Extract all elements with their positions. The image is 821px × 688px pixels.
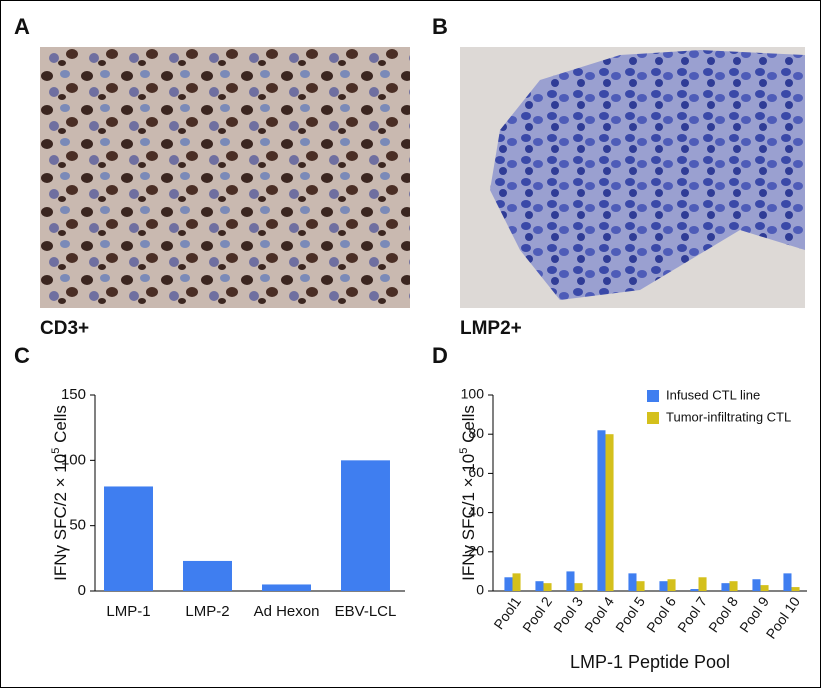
x-tick-label: Ad Hexon [254, 603, 320, 620]
y-tick-label: 0 [476, 582, 484, 598]
y-axis-label-part: Cells [51, 405, 70, 448]
y-tick-label: 40 [468, 503, 484, 519]
legend-swatch [647, 390, 659, 402]
bar [690, 589, 699, 591]
x-tick-label: LMP-2 [185, 603, 229, 620]
y-tick-label: 50 [69, 517, 86, 534]
y-axis-label: IFNγ SFC/1 × 105 Cells [458, 405, 479, 581]
x-tick-label: LMP-1 [106, 603, 150, 620]
tissue [490, 50, 805, 300]
bar [341, 460, 390, 591]
x-axis-label: LMP-1 Peptide Pool [570, 652, 730, 672]
bar [183, 560, 232, 591]
y-tick-label: 20 [468, 543, 484, 559]
bar [752, 579, 761, 591]
bar [628, 573, 637, 591]
bar [566, 571, 575, 591]
bar [512, 573, 521, 591]
legend-label: Infused CTL line [666, 387, 760, 402]
caption: LMP2+ [460, 318, 522, 339]
bar [729, 581, 738, 591]
y-axis-label: IFNγ SFC/2 × 105 Cells [50, 405, 71, 581]
y-tick-label: 80 [468, 425, 484, 441]
caption: CD3+ [40, 318, 89, 339]
micrograph [40, 47, 410, 308]
y-tick-label: 60 [468, 464, 484, 480]
bar [504, 577, 513, 591]
x-tick-label: EBV-LCL [335, 603, 397, 620]
bar [721, 583, 730, 591]
bar [783, 573, 792, 591]
y-tick-label: 100 [461, 386, 485, 402]
bar [636, 581, 645, 591]
bar [104, 486, 153, 591]
bar [791, 587, 800, 591]
y-tick-label: 0 [78, 582, 86, 599]
bar [262, 584, 311, 591]
y-tick-label: 100 [61, 451, 86, 468]
bar [605, 434, 614, 591]
bar [698, 577, 707, 591]
bar [543, 583, 552, 591]
bar [659, 581, 668, 591]
y-tick-label: 150 [61, 386, 86, 403]
bar [574, 583, 583, 591]
y-axis-label-part: 5 [458, 448, 470, 454]
bar [667, 579, 676, 591]
bar [597, 430, 606, 591]
panel-label: C [14, 343, 30, 368]
bar [535, 581, 544, 591]
panel-label: A [14, 14, 30, 39]
bar [760, 585, 769, 591]
y-axis-label-part: IFNγ SFC/1 × 10 [459, 454, 478, 581]
legend-swatch [647, 412, 659, 424]
y-axis-label-part: IFNγ SFC/2 × 10 [51, 454, 70, 581]
legend-label: Tumor-infiltrating CTL [666, 409, 791, 424]
y-axis-label-part: Cells [459, 405, 478, 448]
y-axis-label-part: 5 [50, 448, 62, 454]
panel-label: B [432, 14, 448, 39]
panel-label: D [432, 343, 448, 368]
